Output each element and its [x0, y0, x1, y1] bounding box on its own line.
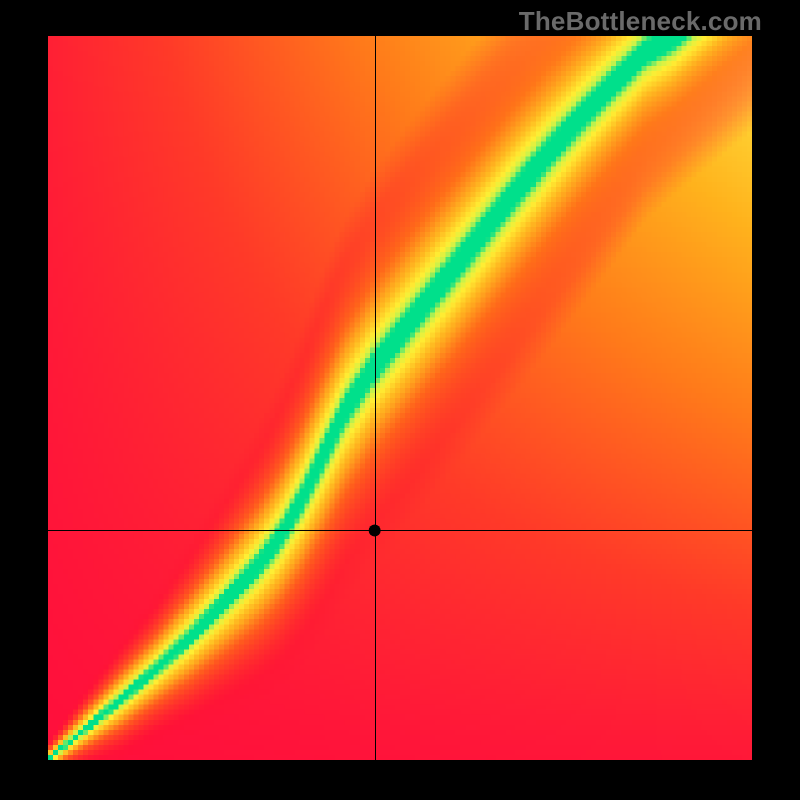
- crosshair-overlay: [48, 36, 752, 760]
- chart-stage: TheBottleneck.com: [0, 0, 800, 800]
- watermark-text: TheBottleneck.com: [519, 6, 762, 37]
